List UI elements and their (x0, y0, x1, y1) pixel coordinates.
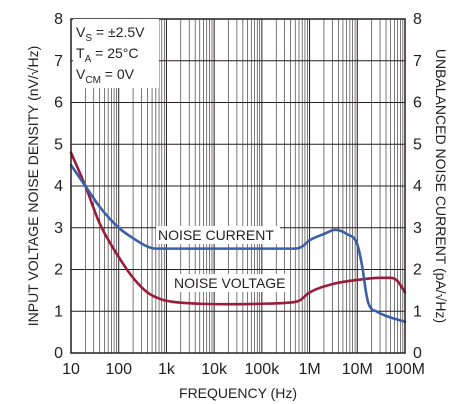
x-axis-label: FREQUENCY (Hz) (179, 385, 297, 401)
y-tick-label-right: 4 (413, 178, 422, 195)
y-tick-label-left: 3 (54, 220, 63, 237)
y-tick-label-left: 8 (54, 11, 63, 28)
x-tick-label: 10k (201, 361, 228, 378)
y-tick-label-right: 8 (413, 11, 422, 28)
y-tick-label-left: 5 (54, 136, 63, 153)
y-axis-label-right: UNBALANCED NOISE CURRENT (pA/√Hz) (433, 49, 449, 323)
x-tick-label: 10M (342, 361, 373, 378)
series-line-noise-voltage (69, 151, 407, 306)
series-line-noise-current (69, 163, 407, 323)
noise-current-label-bg (156, 226, 280, 244)
y-tick-label-left: 6 (54, 95, 63, 112)
y-tick-label-left: 2 (54, 262, 63, 279)
y-tick-label-right: 5 (413, 136, 422, 153)
condition-text: TA = 25°C (76, 45, 138, 65)
y-tick-label-left: 1 (54, 303, 63, 320)
y-tick-label-right: 7 (413, 53, 422, 70)
y-tick-label-left: 7 (54, 53, 63, 70)
noise-voltage-label-bg (172, 274, 290, 292)
y-tick-label-right: 3 (413, 220, 422, 237)
conditions-box-bg (73, 19, 159, 88)
series-group (69, 151, 407, 323)
condition-text: VS = ±2.5V (76, 24, 145, 44)
x-tick-label: 1M (298, 361, 320, 378)
noise-current-label: NOISE CURRENT (158, 227, 274, 243)
y-tick-label-right: 6 (413, 95, 422, 112)
y-axis-label-left: INPUT VOLTAGE NOISE DENSITY (nV/√Hz) (25, 46, 41, 326)
condition-text: VCM = 0V (76, 66, 135, 86)
y-tick-label-left: 0 (54, 345, 63, 362)
plot-frame (70, 18, 406, 354)
x-tick-label: 100M (385, 361, 425, 378)
x-tick-label: 100 (105, 361, 132, 378)
y-tick-label-right: 2 (413, 262, 422, 279)
x-tick-label: 10 (62, 361, 80, 378)
tick-labels: 10 100 1k 10k 100k 1M 10M 100M01234567801234567… (54, 11, 425, 378)
y-tick-label-left: 4 (54, 178, 63, 195)
y-tick-label-right: 1 (413, 303, 422, 320)
x-tick-label: 100k (245, 361, 281, 378)
y-tick-label-right: 0 (413, 345, 422, 362)
noise-voltage-label: NOISE VOLTAGE (174, 275, 286, 291)
x-tick-label: 1k (158, 361, 176, 378)
